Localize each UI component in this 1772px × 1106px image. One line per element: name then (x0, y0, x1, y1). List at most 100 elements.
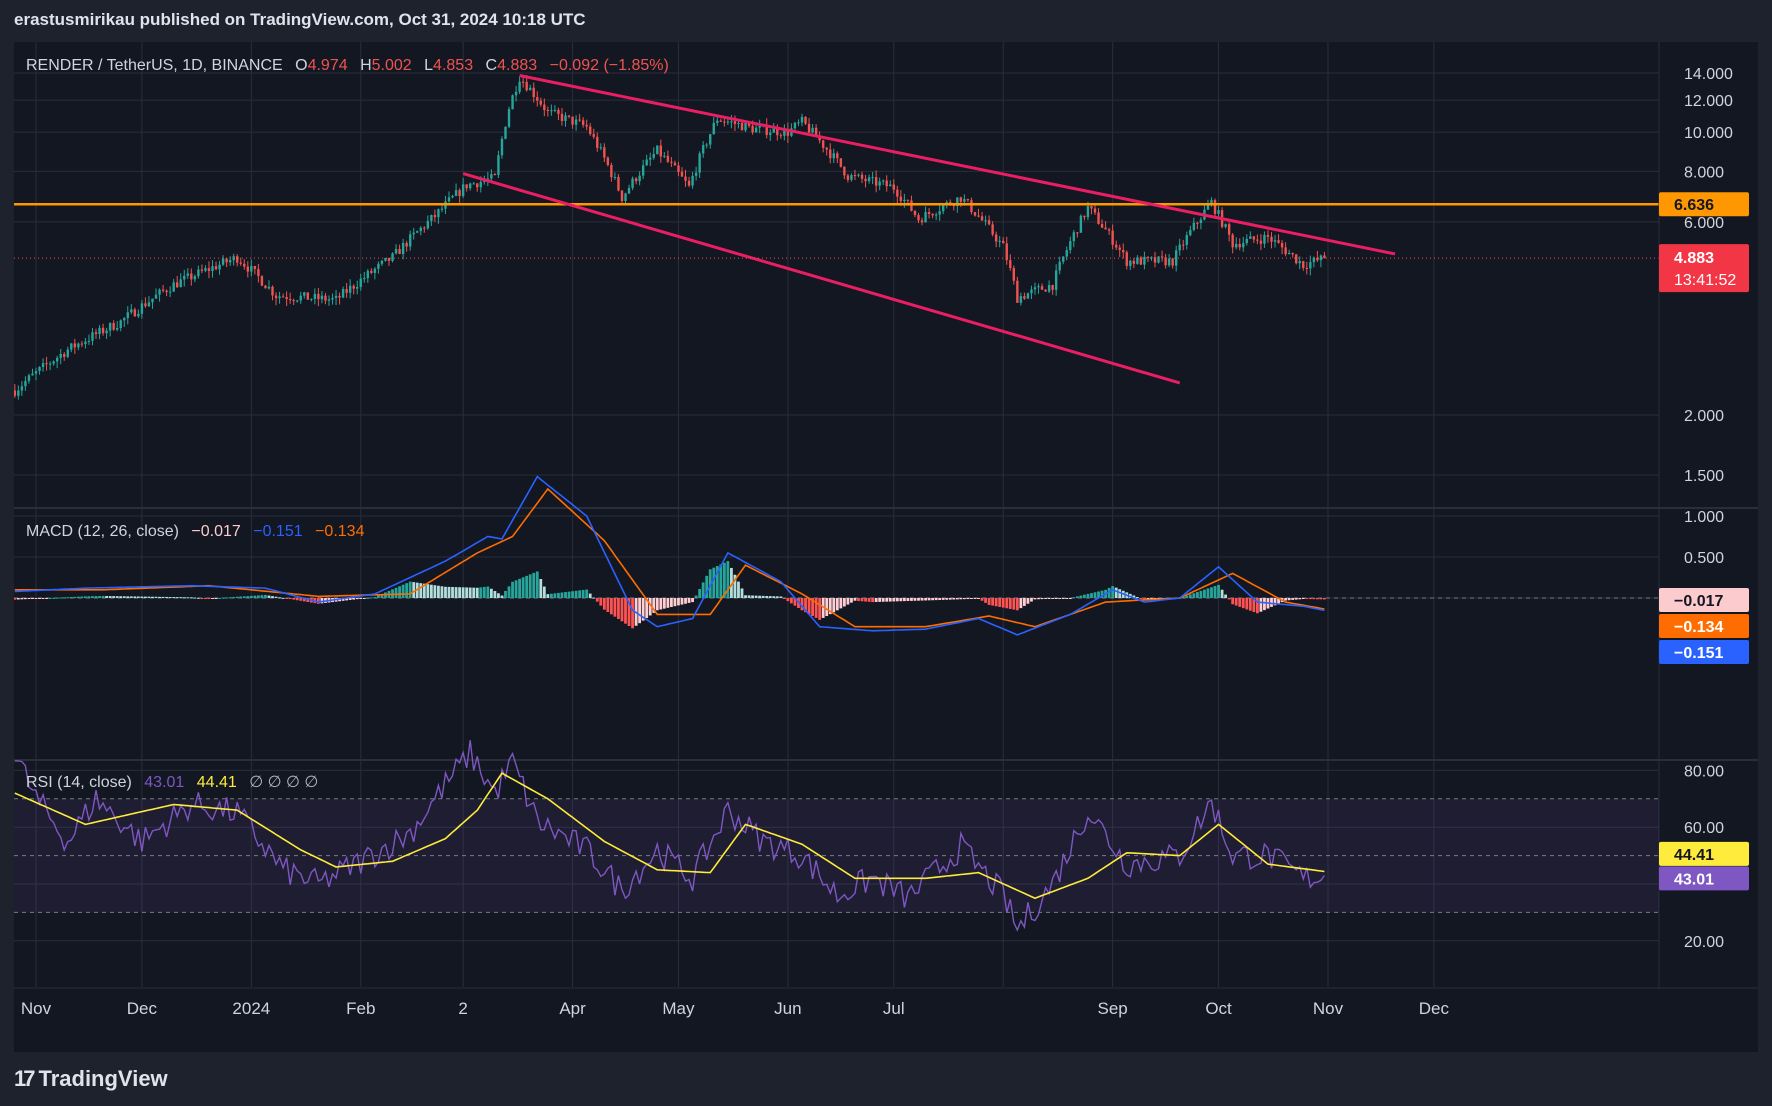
candle (419, 227, 422, 232)
macd-histogram-bar (871, 598, 875, 603)
candle (613, 176, 617, 178)
candle (398, 249, 401, 254)
macd-histogram-bar (426, 584, 430, 598)
macd-histogram-bar (694, 595, 698, 598)
candle (200, 269, 204, 271)
macd-histogram-bar (433, 585, 437, 598)
candle (27, 375, 31, 382)
resistance-trendline (519, 74, 1396, 256)
candle (1249, 236, 1252, 239)
macd-histogram-bar (500, 595, 504, 598)
macd-histogram-bar (228, 597, 232, 599)
macd-histogram-bar (1217, 584, 1220, 598)
macd-signal-line (14, 487, 1325, 628)
macd-histogram-bar (507, 586, 511, 598)
candle (687, 180, 691, 186)
macd-histogram-bar (1051, 598, 1055, 599)
candle (610, 164, 613, 178)
macd-histogram-bar (38, 598, 41, 599)
candle (1125, 252, 1128, 266)
macd-histogram-bar (620, 598, 624, 622)
candle (416, 231, 419, 233)
candle (193, 276, 197, 280)
macd-histogram-bar (892, 598, 896, 602)
chart-svg[interactable]: 14.000 12.000 10.000 8.000 6.000 2.000 1.500 1.… (13, 42, 1758, 1052)
macd-histogram-bar (468, 587, 472, 598)
macd-histogram-bar (818, 598, 822, 620)
tradingview-brand[interactable]: 17 TradingView (14, 1066, 168, 1092)
macd-histogram-bar (888, 598, 892, 602)
high-value: 5.002 (372, 57, 412, 74)
chart-area[interactable]: 14.000 12.000 10.000 8.000 6.000 2.000 1.500 1.… (13, 42, 1758, 1052)
macd-histogram-bar (1234, 598, 1238, 606)
candle (479, 181, 482, 188)
time-scale[interactable]: Nov Dec 2024 Feb 2 Apr May Jun Jul Sep Oct Nov Dec (14, 987, 1758, 1052)
macd-histogram-bar (207, 598, 211, 599)
macd-histogram-bar (1090, 593, 1093, 598)
macd-pane[interactable] (13, 475, 1659, 636)
candle (17, 390, 20, 396)
candle (214, 266, 218, 270)
macd-histogram-bar (938, 598, 942, 600)
macd-histogram-bar (521, 577, 525, 598)
candle (1302, 261, 1305, 268)
macd-histogram-bar (670, 598, 673, 608)
candle (839, 158, 843, 167)
candle (627, 187, 631, 194)
x-tick-label: Oct (1205, 999, 1232, 1018)
candle (1160, 256, 1164, 258)
macd-histogram-bar (913, 598, 917, 601)
candle (1100, 223, 1104, 228)
macd-histogram-bar (129, 596, 133, 598)
level-badge-bg (1659, 192, 1749, 217)
macd-histogram-bar (906, 598, 910, 602)
brand-label: TradingView (38, 1066, 168, 1091)
candle (243, 263, 246, 267)
candle (1199, 219, 1203, 223)
macd-histogram-bar (186, 597, 190, 599)
candle (712, 122, 715, 135)
macd-histogram-bar (1079, 595, 1083, 598)
macd-histogram-bar (624, 598, 627, 624)
candle (1242, 243, 1245, 248)
macd-histogram-bar (437, 585, 440, 598)
candle (55, 357, 59, 362)
candle (906, 199, 910, 201)
candle (101, 327, 105, 334)
x-tick-label: 2 (458, 999, 467, 1018)
macd-histogram-bar (267, 595, 271, 598)
rsi-pane[interactable] (14, 740, 1659, 932)
candle (73, 343, 77, 348)
candle (1037, 286, 1040, 288)
macd-histogram-bar (1315, 598, 1319, 600)
candle (617, 176, 620, 191)
macd-histogram-bar (804, 598, 807, 613)
candle (391, 253, 394, 261)
macd-histogram-bar (948, 598, 952, 600)
price-pane[interactable] (13, 75, 1326, 400)
macd-histogram-bar (790, 598, 793, 604)
macd-histogram-bar (66, 597, 70, 599)
macd-histogram-bar (895, 598, 899, 602)
candle (504, 126, 507, 139)
macd-histogram-bar (860, 598, 864, 602)
macd-histogram-bar (1097, 591, 1100, 598)
candle (493, 174, 497, 176)
macd-histogram-bar (1255, 598, 1259, 614)
candle (1111, 230, 1114, 245)
macd-histogram-bar (398, 586, 401, 598)
candle (1143, 256, 1146, 265)
macd-histogram-bar (108, 596, 112, 598)
price-tick-label: 12.000 (1684, 93, 1733, 110)
macd-histogram-bar (98, 596, 101, 598)
candle (1270, 236, 1273, 242)
candle (744, 123, 747, 131)
macd-histogram-bar (585, 589, 589, 598)
candle (133, 309, 137, 317)
candle (345, 289, 348, 293)
candle (451, 195, 454, 198)
macd-histogram-bar (475, 587, 479, 598)
macd-histogram-bar (977, 598, 980, 599)
macd-histogram-bar (835, 598, 839, 611)
macd-histogram-bar (295, 598, 299, 601)
